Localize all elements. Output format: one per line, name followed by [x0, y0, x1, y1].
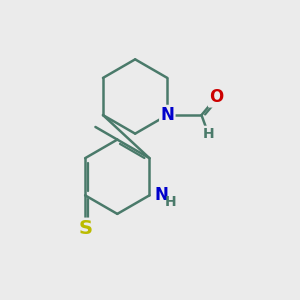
Text: H: H	[203, 127, 215, 141]
Text: S: S	[78, 219, 92, 238]
Text: O: O	[209, 88, 224, 106]
Text: N: N	[160, 106, 174, 124]
Text: H: H	[165, 195, 177, 209]
Text: N: N	[155, 186, 169, 204]
